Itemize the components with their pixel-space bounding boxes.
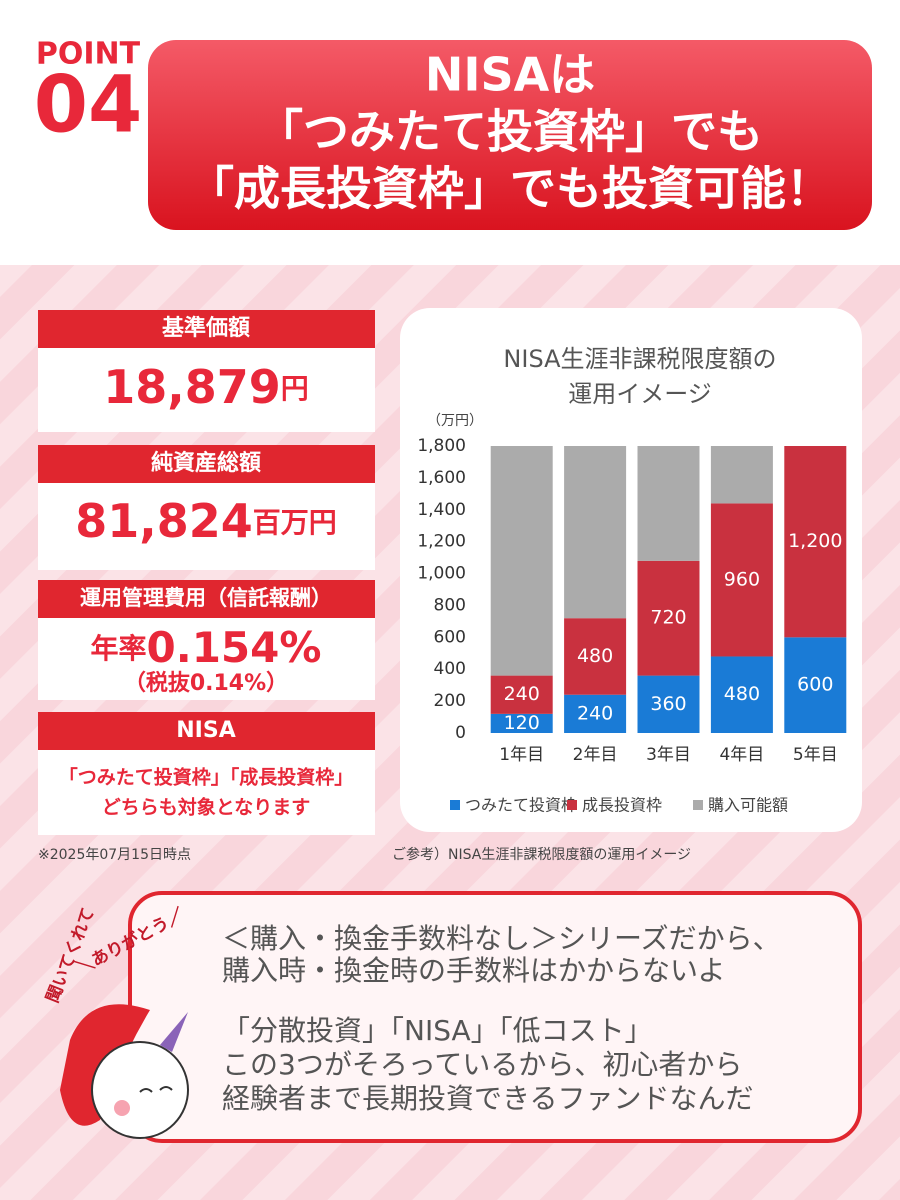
data-label: 240: [577, 702, 613, 724]
y-tick-label: 1,000: [417, 564, 466, 584]
bar-segment: [637, 560, 700, 676]
message-line: ＜購入・換金手数料なし＞シリーズだから、: [222, 922, 781, 955]
legend-swatch: [450, 800, 460, 810]
message-line: 経験者まで長期投資できるファンドなんだ: [222, 1082, 753, 1115]
card-line: 「つみたて投資枠」「成長投資枠」: [59, 766, 354, 789]
value: 81,824: [75, 494, 253, 548]
bar-segment: [784, 446, 847, 638]
card-header: [38, 712, 375, 750]
card-body: [38, 750, 375, 835]
bar-segment: [564, 446, 627, 619]
x-tick-label: 5年目: [793, 745, 838, 765]
card-label: 基準価額: [162, 315, 250, 341]
face: [91, 1041, 189, 1139]
data-label: 1,200: [788, 530, 842, 552]
bar-segment: [490, 713, 553, 733]
y-tick-label: 0: [455, 723, 466, 743]
cards: 基準価額 18,879円 純資産総額 81,824百万円 運用管理費用（信託報酬…: [38, 310, 375, 835]
point-label: POINT: [36, 37, 141, 72]
bar-segment: [564, 618, 627, 695]
data-label: 480: [724, 683, 760, 705]
note: ※2025年07月15日時点: [38, 847, 191, 863]
card-header: [38, 445, 375, 483]
horn: [160, 1012, 188, 1052]
unit: 百万円: [253, 506, 337, 539]
value: 18,879: [103, 360, 281, 414]
chart: 0 200 400 600 800 1,000 1,200 1,400 1,600 1,800 1年…: [417, 436, 847, 815]
card-label: 純資産総額: [151, 450, 261, 476]
message-line: 購入時・換金時の手数料はかからないよ: [222, 954, 725, 987]
note: ご参考）NISA生涯非課税限度額の運用イメージ: [392, 846, 691, 863]
legend-swatch: [567, 800, 577, 810]
legend-label: つみたて投資枠: [465, 796, 577, 815]
y-tick-label: 1,800: [417, 436, 466, 456]
data-label: 480: [577, 645, 613, 667]
card-value: 81,824百万円: [75, 494, 337, 548]
bar-segment: [710, 446, 773, 504]
y-tick-label: 1,200: [417, 532, 466, 552]
bar-segment: [710, 656, 773, 733]
chart-title: 運用イメージ: [568, 380, 712, 408]
card-label: 運用管理費用（信託報酬）: [80, 586, 332, 610]
card-value: 年率0.154%: [91, 623, 322, 672]
title-line: NISAは: [425, 48, 595, 102]
y-tick-label: 1,400: [417, 500, 466, 520]
y-tick-label: 200: [434, 691, 466, 711]
card-label: NISA: [176, 718, 235, 743]
data-label: 120: [504, 712, 540, 734]
message-line: この3つがそろっているから、初心者から: [222, 1048, 742, 1081]
unit-label: （万円）: [427, 413, 483, 429]
card-line: どちらも対象となります: [102, 796, 310, 819]
y-tick-label: 600: [434, 627, 466, 647]
bar-segment: [490, 446, 553, 676]
message-line: 「分散投資」「NISA」「低コスト」: [222, 1014, 653, 1047]
data-label: 240: [504, 683, 540, 705]
title-box: [148, 40, 872, 230]
point-number: 04: [34, 60, 143, 150]
legend-swatch: [693, 800, 703, 810]
value: 0.154%: [147, 623, 322, 672]
card-sub: （税抜0.14%）: [124, 670, 288, 696]
bar-segment: [490, 675, 553, 714]
eyes: [139, 1086, 173, 1093]
title-line: 「つみたて投資枠」でも: [257, 105, 763, 159]
data-label: 600: [797, 674, 833, 696]
card-body: [38, 618, 375, 700]
bar-segment: [637, 675, 700, 733]
title-line: 「成長投資枠」でも投資可能！: [188, 162, 832, 216]
cheek: [114, 1100, 130, 1116]
card-body: [38, 348, 375, 432]
x-tick-label: 1年目: [499, 745, 544, 765]
bar-segment: [784, 637, 847, 733]
bar-segment: [564, 694, 627, 733]
bar-segment: [710, 503, 773, 657]
y-tick-label: 400: [434, 659, 466, 679]
prefix: 年率: [91, 632, 147, 665]
x-tick-label: 3年目: [646, 745, 691, 765]
unit: 円: [281, 372, 309, 405]
card-body: [38, 483, 375, 570]
y-tick-label: 1,600: [417, 468, 466, 488]
data-label: 720: [650, 607, 686, 629]
data-label: 960: [724, 568, 760, 590]
card-header: [38, 310, 375, 348]
y-tick-label: 800: [434, 595, 466, 615]
x-tick-label: 2年目: [573, 745, 618, 765]
legend-label: 購入可能額: [708, 796, 788, 815]
card-value: 18,879円: [103, 360, 309, 414]
data-label: 360: [650, 693, 686, 715]
legend-label: 成長投資枠: [582, 796, 662, 815]
x-tick-label: 4年目: [719, 745, 764, 765]
bar-segment: [637, 446, 700, 561]
chart-title: NISA生涯非課税限度額の: [503, 345, 776, 373]
card-header: [38, 580, 375, 618]
